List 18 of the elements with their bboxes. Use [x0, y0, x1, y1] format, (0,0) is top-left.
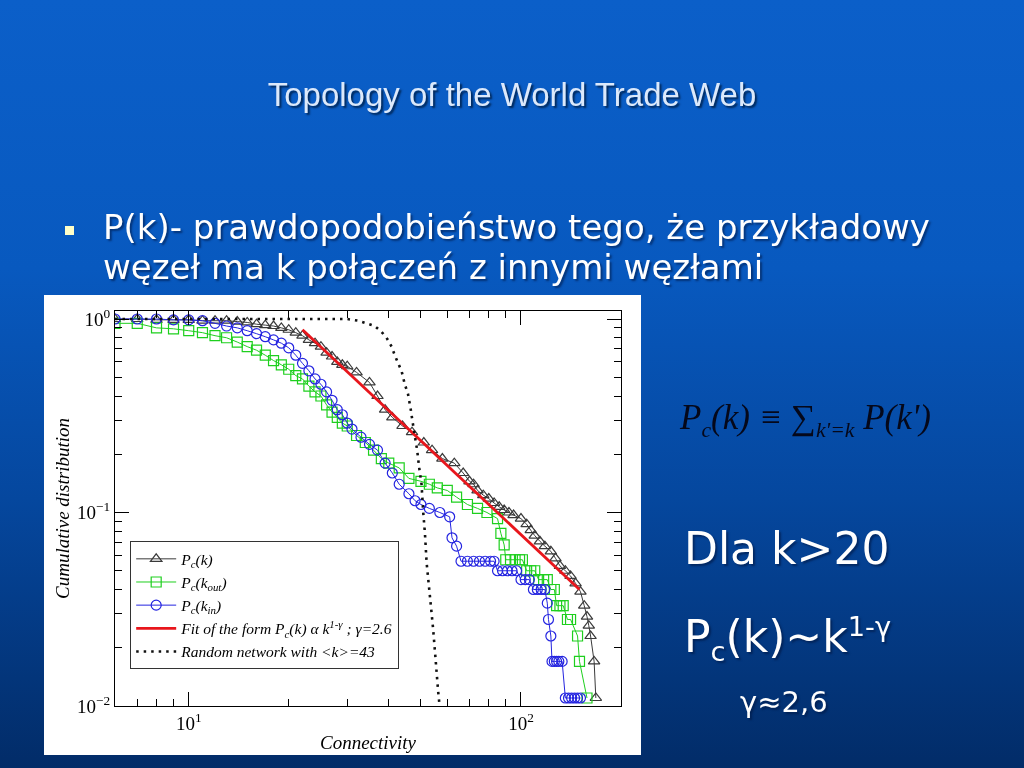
- text: Dla k>20: [684, 522, 890, 576]
- legend-label: Random network with <k>=43: [180, 643, 376, 661]
- legend-label: Fit of the form P$_{c}$(k) α k$^{1-γ}$ ; γ=2.6: [180, 617, 392, 640]
- text: P$_{c}$(k) ≡ ∑$_{k'=k}$ P(k'): [680, 397, 931, 444]
- text: P(k)- prawdopodobieństwo tego, że przykładowy węzeł ma k połączeń z innymi węzłami: [103, 207, 931, 287]
- legend-label: P$_{c}$(k$_{in}$): [180, 597, 222, 617]
- y-tick-label: 10$^{−2}$: [77, 692, 111, 717]
- y-axis-title: Cumulative distribution: [51, 417, 73, 600]
- legend-label: P$_{c}$(k$_{out}$): [180, 574, 227, 594]
- text: γ≈2,6: [740, 684, 828, 720]
- x-tick-label: 10$^{1}$: [175, 709, 202, 734]
- x-axis-title: Connectivity: [319, 731, 417, 753]
- y-tick-label: 10$^{0}$: [84, 305, 111, 330]
- x-tick-label: 10$^{2}$: [508, 709, 534, 734]
- y-tick-label: 10$^{−1}$: [77, 499, 111, 524]
- chart-title: Topology of the World Trade Web: [266, 76, 758, 114]
- text: P$_{c}$(k)~k$^{1-γ}$: [684, 609, 892, 670]
- legend-label: P$_{c}$(k): [180, 550, 213, 571]
